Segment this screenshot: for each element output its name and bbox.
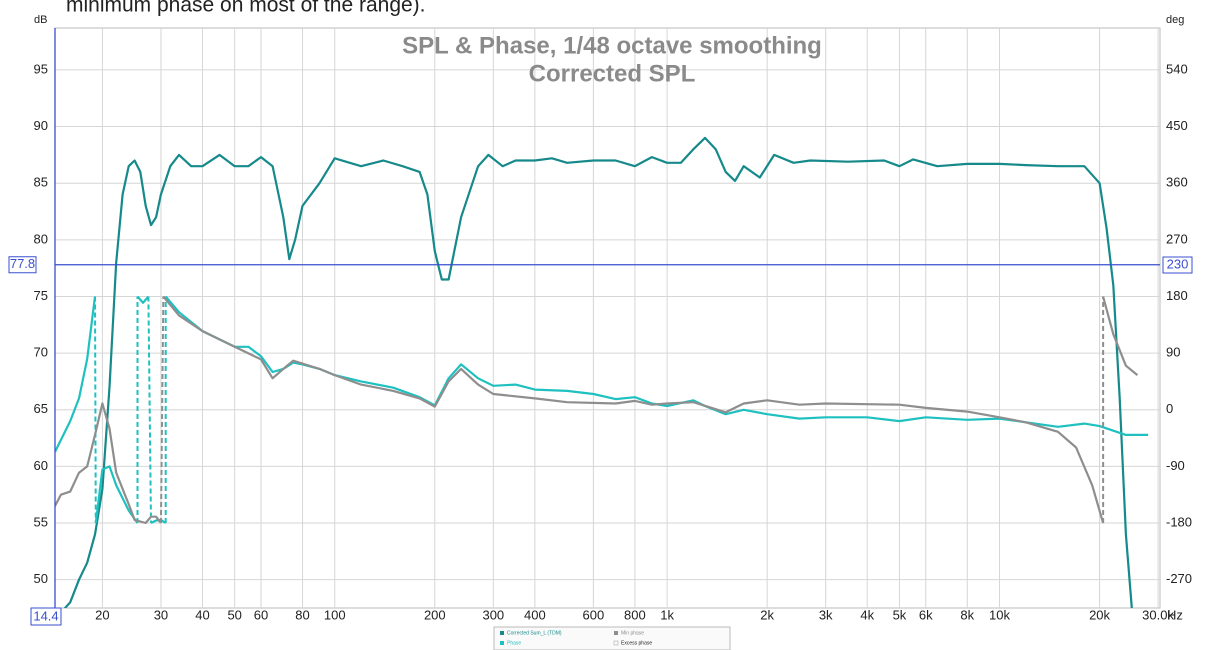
phase-wrap <box>147 296 152 524</box>
y2-tick-label: -180 <box>1166 514 1192 529</box>
y2-tick-label: 540 <box>1166 61 1188 76</box>
x-tick-label: 80 <box>295 607 309 622</box>
x-tick-label: 20k <box>1089 607 1110 622</box>
legend-swatch <box>500 641 504 645</box>
chart-subtitle: Corrected SPL <box>529 60 696 87</box>
legend-label: Phase <box>507 640 521 646</box>
phase-wrap <box>159 296 165 524</box>
legend-swatch <box>614 631 618 635</box>
y2-tick-label: -90 <box>1166 458 1185 473</box>
y-tick-label: 85 <box>34 175 48 190</box>
y-axis-label: dB <box>34 14 47 26</box>
x-tick-label: 200 <box>424 607 446 622</box>
y2-tick-label: 450 <box>1166 118 1188 133</box>
y-tick-label: 50 <box>34 571 48 586</box>
y2-tick-label: 90 <box>1166 345 1180 360</box>
y2-tick-label: 270 <box>1166 231 1188 246</box>
series-line <box>63 136 1133 608</box>
legend-label: Corrected Sum_L (TDM) <box>507 630 562 636</box>
y-tick-label: 65 <box>34 401 48 416</box>
x-tick-label: 4k <box>860 607 874 622</box>
x-axis-label: Hz <box>1167 607 1183 622</box>
legend-swatch <box>500 631 504 635</box>
y-tick-label: 70 <box>34 345 48 360</box>
x-tick-label: 40 <box>195 607 209 622</box>
page-note: minimum phase on most of the range). <box>66 0 426 17</box>
cursor-box <box>8 256 37 274</box>
x-tick-label: 6k <box>919 607 933 622</box>
series-line <box>55 295 1149 524</box>
legend-label: Excess phase <box>621 640 652 646</box>
y-tick-label: 75 <box>34 288 48 303</box>
x-tick-label: 10k <box>989 607 1010 622</box>
legend-swatch <box>613 640 619 646</box>
cursor-label: 14.4 <box>33 608 58 623</box>
x-tick-label: 60 <box>254 607 268 622</box>
x-tick-label: 100 <box>324 607 346 622</box>
x-tick-label: 400 <box>524 607 546 622</box>
y2-axis-label: deg <box>1166 14 1184 26</box>
y2-tick-label: 0 <box>1166 401 1173 416</box>
legend-label: Min phase <box>621 630 644 636</box>
y-tick-label: 80 <box>34 231 48 246</box>
x-tick-label: 2k <box>760 607 774 622</box>
x-tick-label: 5k <box>893 607 907 622</box>
chart-title: SPL & Phase, 1/48 octave smoothing <box>402 32 822 59</box>
cursor-box <box>1162 256 1193 274</box>
x-tick-label: 8k <box>960 607 974 622</box>
y-tick-label: 90 <box>34 118 48 133</box>
y-tick-label: 55 <box>34 514 48 529</box>
x-tick-label: 20 <box>95 607 109 622</box>
y2-tick-label: -270 <box>1166 571 1192 586</box>
y-tick-label: 95 <box>34 61 48 76</box>
x-tick-label: 30.0k <box>1142 607 1174 622</box>
plot-area <box>54 27 1161 609</box>
x-tick-label: 1k <box>660 607 674 622</box>
y2-tick-label: 360 <box>1166 175 1188 190</box>
series-line <box>55 295 1139 525</box>
x-tick-label: 800 <box>624 607 646 622</box>
cursor-label: 230 <box>1167 256 1189 271</box>
legend-panel: Corrected Sum_L (TDM) Phase Min phase Exces… <box>493 626 731 650</box>
x-tick-label: 3k <box>819 607 833 622</box>
cursor-label: 77.8 <box>10 256 35 271</box>
x-tick-label: 300 <box>482 607 504 622</box>
phase-wrap <box>94 296 97 524</box>
x-tick-label: 600 <box>583 607 605 622</box>
y-tick-label: 60 <box>34 458 48 473</box>
x-tick-label: 50 <box>227 607 241 622</box>
y2-tick-label: 180 <box>1166 288 1188 303</box>
cursor-box <box>30 607 62 626</box>
x-tick-label: 30 <box>154 607 168 622</box>
